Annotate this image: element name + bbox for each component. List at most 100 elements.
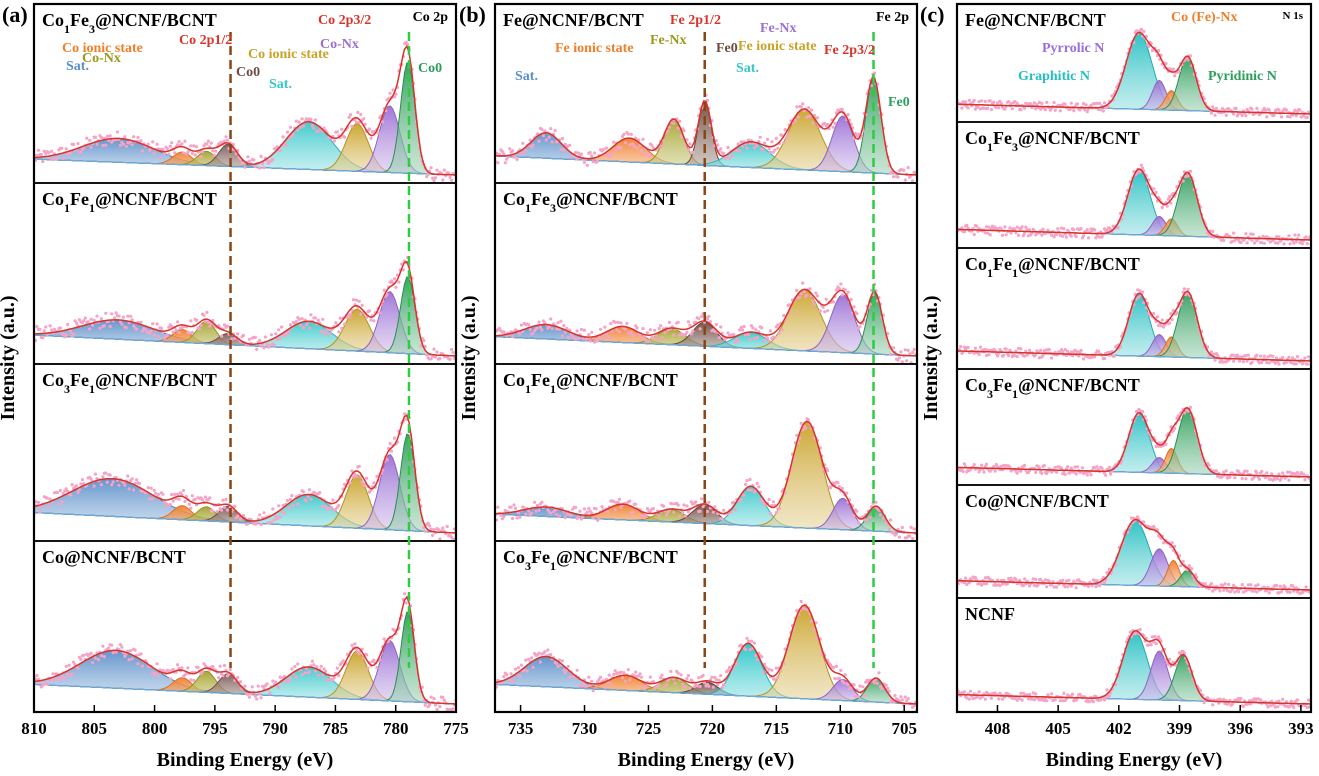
spectrum-area [495, 71, 917, 183]
data-point [682, 503, 686, 507]
data-point [714, 678, 718, 682]
data-point [1232, 583, 1236, 588]
data-point [136, 662, 140, 666]
data-point [438, 356, 442, 360]
peak-annotation: Pyridinic N [1208, 69, 1277, 84]
peak-annotation: Pyrrolic N [1042, 41, 1104, 56]
data-point [1138, 627, 1142, 632]
data-point [263, 335, 268, 339]
data-point [140, 149, 144, 153]
data-point [777, 506, 781, 511]
data-point [50, 328, 54, 332]
data-point [1300, 242, 1304, 246]
data-point [274, 332, 278, 336]
spectrum-c-2: Co1Fe1@NCNF/BCNT [956, 247, 1312, 370]
data-point [425, 353, 429, 357]
data-point [438, 705, 442, 709]
peak-annotation: Sat. [736, 61, 759, 76]
data-point [773, 678, 777, 682]
data-point [660, 335, 664, 339]
data-point [253, 694, 257, 698]
data-point [441, 695, 445, 699]
data-point [763, 141, 767, 145]
core-level-title: Co 2p [413, 10, 449, 25]
data-point [789, 309, 793, 313]
data-point [582, 160, 587, 164]
data-point [710, 675, 714, 679]
data-point [965, 696, 969, 700]
data-point [1035, 103, 1039, 107]
peak-annotation: Fe0 [888, 95, 910, 110]
data-point [287, 506, 291, 510]
data-point [776, 146, 780, 150]
sample-label: Fe@NCNF/BCNT [965, 10, 1106, 30]
data-point [896, 175, 900, 179]
data-point [262, 687, 266, 691]
data-point [249, 692, 253, 696]
data-point [746, 138, 751, 142]
data-point [1091, 700, 1095, 704]
data-point [556, 321, 560, 325]
data-point [908, 352, 912, 356]
data-point [714, 139, 718, 143]
data-point [1268, 477, 1272, 481]
data-point [1214, 469, 1218, 473]
data-point [1069, 101, 1073, 105]
data-point [1268, 240, 1272, 244]
data-point [1207, 233, 1211, 237]
data-point [1134, 409, 1139, 414]
data-point [152, 333, 156, 337]
data-point [909, 525, 913, 530]
data-point [856, 132, 861, 136]
data-point [1147, 44, 1151, 49]
data-point [1107, 694, 1111, 698]
data-point [44, 325, 48, 329]
data-point [1096, 107, 1100, 111]
data-point [1138, 289, 1142, 293]
data-point [1096, 349, 1100, 353]
data-point [1198, 584, 1202, 589]
data-point [271, 507, 275, 511]
data-point [855, 509, 859, 513]
data-point [110, 643, 114, 647]
data-point [984, 353, 989, 358]
data-point [997, 106, 1001, 110]
data-point [872, 71, 877, 75]
data-point [1262, 354, 1266, 358]
data-point [856, 695, 861, 699]
data-point [258, 166, 262, 170]
peak-annotation: Co-Nx [82, 51, 121, 66]
data-point [707, 314, 711, 318]
data-point [1245, 359, 1249, 363]
data-point [815, 294, 820, 298]
sample-label: Fe@NCNF/BCNT [503, 10, 644, 30]
data-point [889, 700, 893, 704]
data-point [966, 226, 970, 230]
data-point [1007, 692, 1011, 697]
data-point [1000, 233, 1005, 237]
data-point [1234, 106, 1238, 110]
data-point [801, 281, 805, 285]
data-point [1250, 360, 1254, 364]
data-point [1235, 114, 1239, 118]
data-point [1286, 114, 1290, 119]
peak-component [957, 631, 1311, 705]
data-point [79, 657, 83, 662]
data-point [1220, 583, 1225, 588]
data-point [360, 303, 364, 307]
x-tick-label: 710 [828, 719, 854, 738]
data-point [770, 140, 774, 144]
data-point [612, 140, 616, 144]
data-point [177, 666, 181, 670]
data-point [773, 148, 777, 152]
peak-annotation: Fe-Nx [650, 33, 687, 48]
data-point [422, 699, 426, 703]
data-point [1240, 476, 1244, 481]
data-point [118, 643, 123, 647]
data-point [1029, 102, 1033, 106]
data-point [451, 537, 455, 541]
data-point [761, 500, 765, 504]
data-point [105, 480, 109, 484]
data-point [247, 337, 251, 341]
data-point [811, 299, 815, 303]
